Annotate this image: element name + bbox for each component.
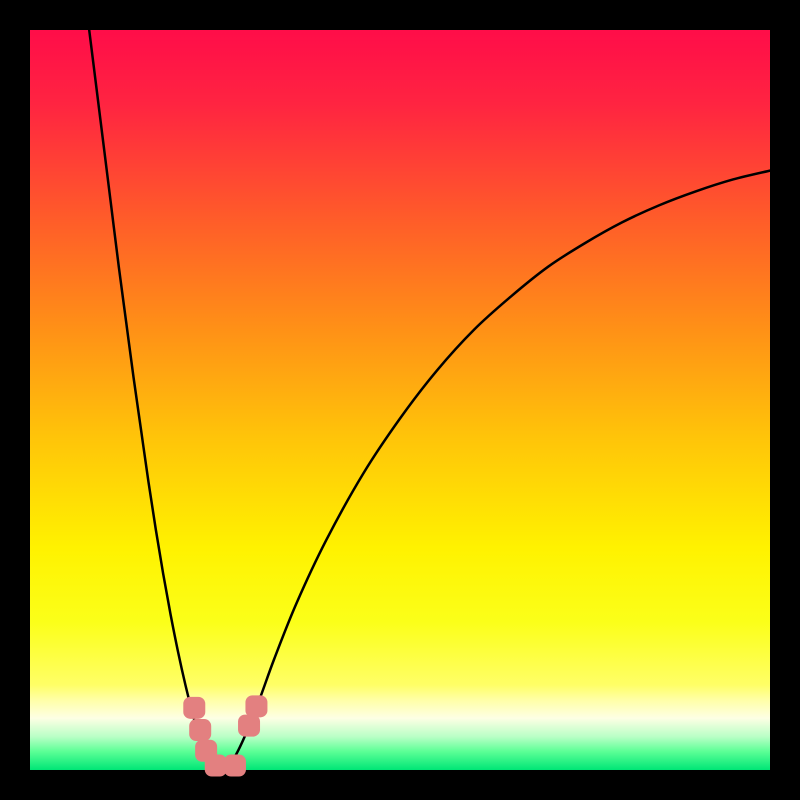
marker-left_cluster-4 [224,755,246,777]
gradient-background [30,30,770,770]
marker-left_cluster-0 [183,697,205,719]
chart-stage: TheBottleneck.com [0,0,800,800]
marker-right_cluster-1 [245,695,267,717]
marker-left_cluster-3 [205,755,227,777]
bottleneck-chart [0,0,800,800]
marker-left_cluster-1 [189,719,211,741]
marker-right_cluster-0 [238,715,260,737]
